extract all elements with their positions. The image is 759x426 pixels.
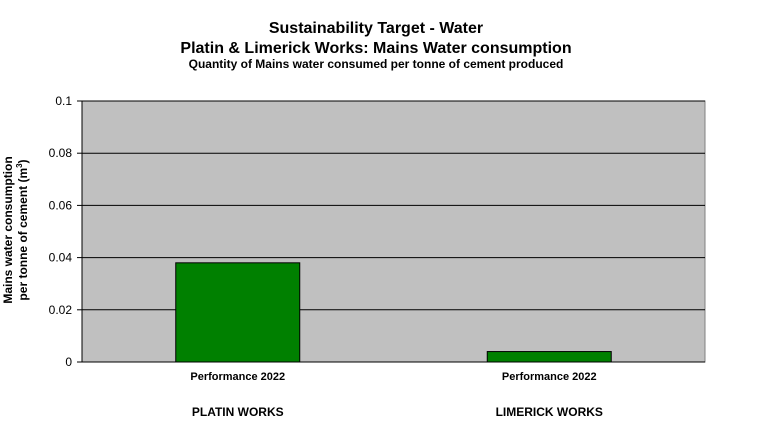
y-tick-label: 0.08 xyxy=(49,146,73,160)
group-label: LIMERICK WORKS xyxy=(496,405,603,419)
group-label: PLATIN WORKS xyxy=(192,405,284,419)
y-axis-label: Mains water consumption per tonne of cem… xyxy=(1,156,30,303)
y-tick-label: 0.06 xyxy=(49,198,73,212)
x-category-labels: Performance 2022 PLATIN WORKS Performance … xyxy=(190,371,603,419)
bar xyxy=(486,351,612,363)
y-axis-label-line1: Mains water consumption xyxy=(1,156,15,303)
y-tick-label: 0 xyxy=(65,355,72,369)
x-tick-label: Performance 2022 xyxy=(502,371,597,383)
y-tick-label: 0.04 xyxy=(49,251,73,265)
chart-subtitle: Platin & Limerick Works: Mains Water con… xyxy=(180,40,571,57)
chart-caption: Quantity of Mains water consumed per ton… xyxy=(189,57,564,71)
bar xyxy=(175,262,301,363)
chart-title: Sustainability Target - Water xyxy=(269,20,483,37)
y-tick-label: 0.1 xyxy=(55,94,72,108)
y-ticks: 0 0.02 0.04 0.06 0.08 0.1 xyxy=(49,94,82,369)
axes xyxy=(81,101,705,363)
x-tick-label: Performance 2022 xyxy=(190,371,285,383)
y-axis-label-line2: per tonne of cement (m3) xyxy=(15,159,30,300)
y-tick-label: 0.02 xyxy=(49,303,73,317)
